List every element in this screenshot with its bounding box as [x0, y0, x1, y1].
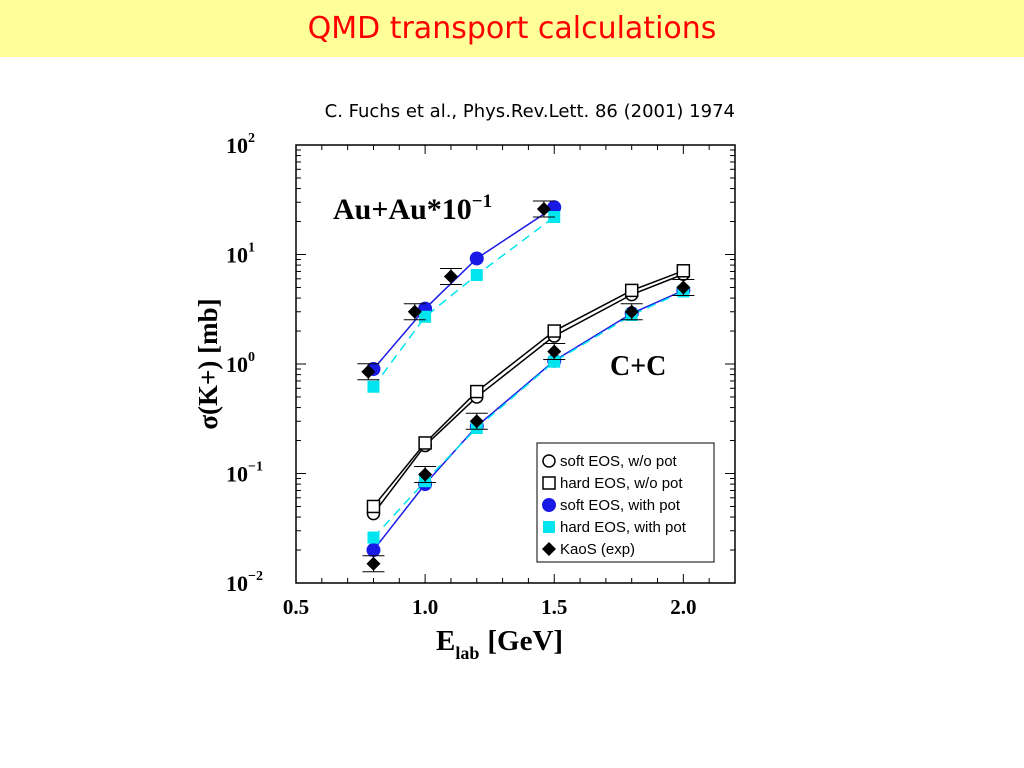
data-point	[624, 304, 639, 319]
data-point	[367, 380, 380, 393]
legend-marker	[542, 542, 556, 556]
legend-label: hard EOS, w/o pot	[560, 475, 683, 492]
annotation-cc: C+C	[610, 351, 666, 382]
data-point	[547, 200, 562, 215]
x-tick-labels: 0.5 1.0 1.5 2.0	[283, 595, 697, 619]
legend-marker	[542, 498, 556, 512]
x-tick-label: 1.0	[412, 595, 438, 619]
data-point	[361, 364, 376, 379]
data-point	[367, 531, 380, 544]
x-tick-label: 0.5	[283, 595, 309, 619]
annotation-auau: Au+Au*10−1	[333, 191, 492, 226]
data-point	[536, 202, 551, 217]
series-line-3	[372, 290, 684, 539]
data-point	[469, 414, 484, 429]
data-point	[547, 344, 562, 359]
data-point	[676, 280, 691, 295]
legend-marker	[542, 454, 556, 468]
y-tick-label: 100	[226, 350, 255, 377]
x-tick-label: 1.5	[541, 595, 567, 619]
y-tick-label: 10−2	[226, 569, 263, 596]
data-point	[676, 264, 691, 278]
legend-label: soft EOS, w/o pot	[560, 453, 678, 470]
data-point	[366, 556, 381, 571]
legend-label: KaoS (exp)	[560, 541, 635, 558]
x-tick-label: 2.0	[670, 595, 696, 619]
series-line-1	[372, 270, 684, 507]
x-axis-label-unit: [GeV]	[487, 625, 563, 657]
x-axis-label-main: E	[436, 625, 455, 657]
data-point	[470, 384, 484, 399]
y-tick-label: 10−1	[226, 460, 263, 487]
data-point	[443, 269, 458, 284]
series-lines	[372, 206, 684, 551]
series-markers	[357, 200, 695, 573]
legend-box	[536, 442, 715, 563]
y-tick-label: 101	[226, 241, 255, 268]
data-point	[547, 324, 561, 338]
data-point	[407, 304, 422, 319]
series-line-2	[372, 289, 684, 551]
series-line-5	[372, 206, 555, 370]
data-point	[366, 543, 381, 558]
legend-marker	[542, 476, 556, 490]
data-point	[470, 268, 483, 281]
data-point	[624, 283, 639, 298]
data-point	[418, 436, 432, 450]
y-axis-label: σ(K+) [mb]	[193, 298, 223, 429]
legend-label: soft EOS, with pot	[560, 497, 681, 514]
data-point	[548, 355, 561, 368]
legend-marker	[543, 521, 555, 533]
data-point	[469, 251, 484, 266]
x-axis-label: Elab [GeV]	[436, 625, 563, 663]
legend: soft EOS, w/o pot hard EOS, w/o pot soft E…	[536, 442, 715, 563]
y-tick-label: 102	[226, 131, 255, 158]
x-axis-label-sub: lab	[455, 643, 479, 663]
annotation-auau-exp: −1	[472, 191, 492, 212]
data-point	[366, 499, 381, 514]
series-line-6	[372, 216, 555, 388]
annotation-auau-text: Au+Au*10	[333, 193, 472, 226]
axis-ticks	[295, 145, 736, 584]
citation: C. Fuchs et al., Phys.Rev.Lett. 86 (2001…	[324, 101, 735, 122]
y-tick-labels: 102 101 100 10−1 10−2	[226, 131, 263, 596]
slide-title: QMD transport calculations	[307, 11, 717, 46]
data-point	[418, 467, 433, 482]
legend-label: hard EOS, with pot	[560, 519, 687, 536]
series-line-0	[372, 273, 684, 515]
slide-title-bar: QMD transport calculations	[0, 0, 1024, 57]
